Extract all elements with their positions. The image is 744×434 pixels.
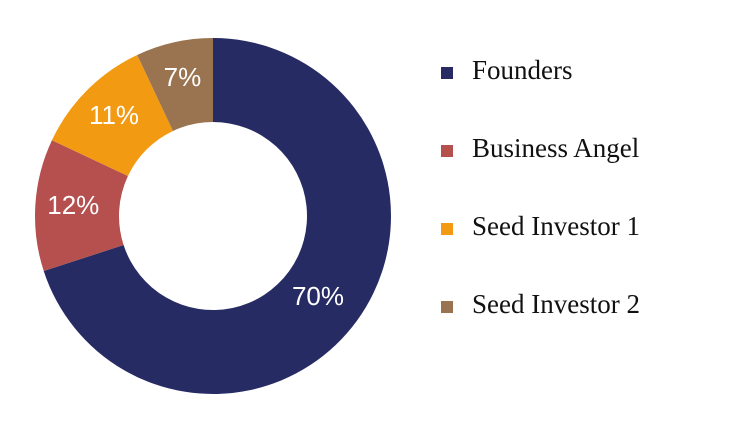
legend-swatch: [441, 301, 453, 313]
legend-swatch: [441, 223, 453, 235]
data-label: 11%: [89, 100, 139, 130]
legend-swatch: [441, 67, 453, 79]
donut-slice: [35, 140, 128, 272]
legend-label: Founders: [472, 55, 573, 85]
donut-slice: [137, 38, 213, 131]
data-label: 12%: [47, 190, 99, 220]
donut-slice: [43, 38, 391, 395]
legend-label: Seed Investor 2: [472, 289, 640, 319]
data-label: 70%: [292, 281, 344, 311]
data-label: 7%: [164, 62, 202, 92]
legend-label: Business Angel: [472, 133, 639, 163]
legend-swatch: [441, 145, 453, 157]
legend-label: Seed Investor 1: [472, 211, 640, 241]
donut-slice: [51, 54, 173, 176]
